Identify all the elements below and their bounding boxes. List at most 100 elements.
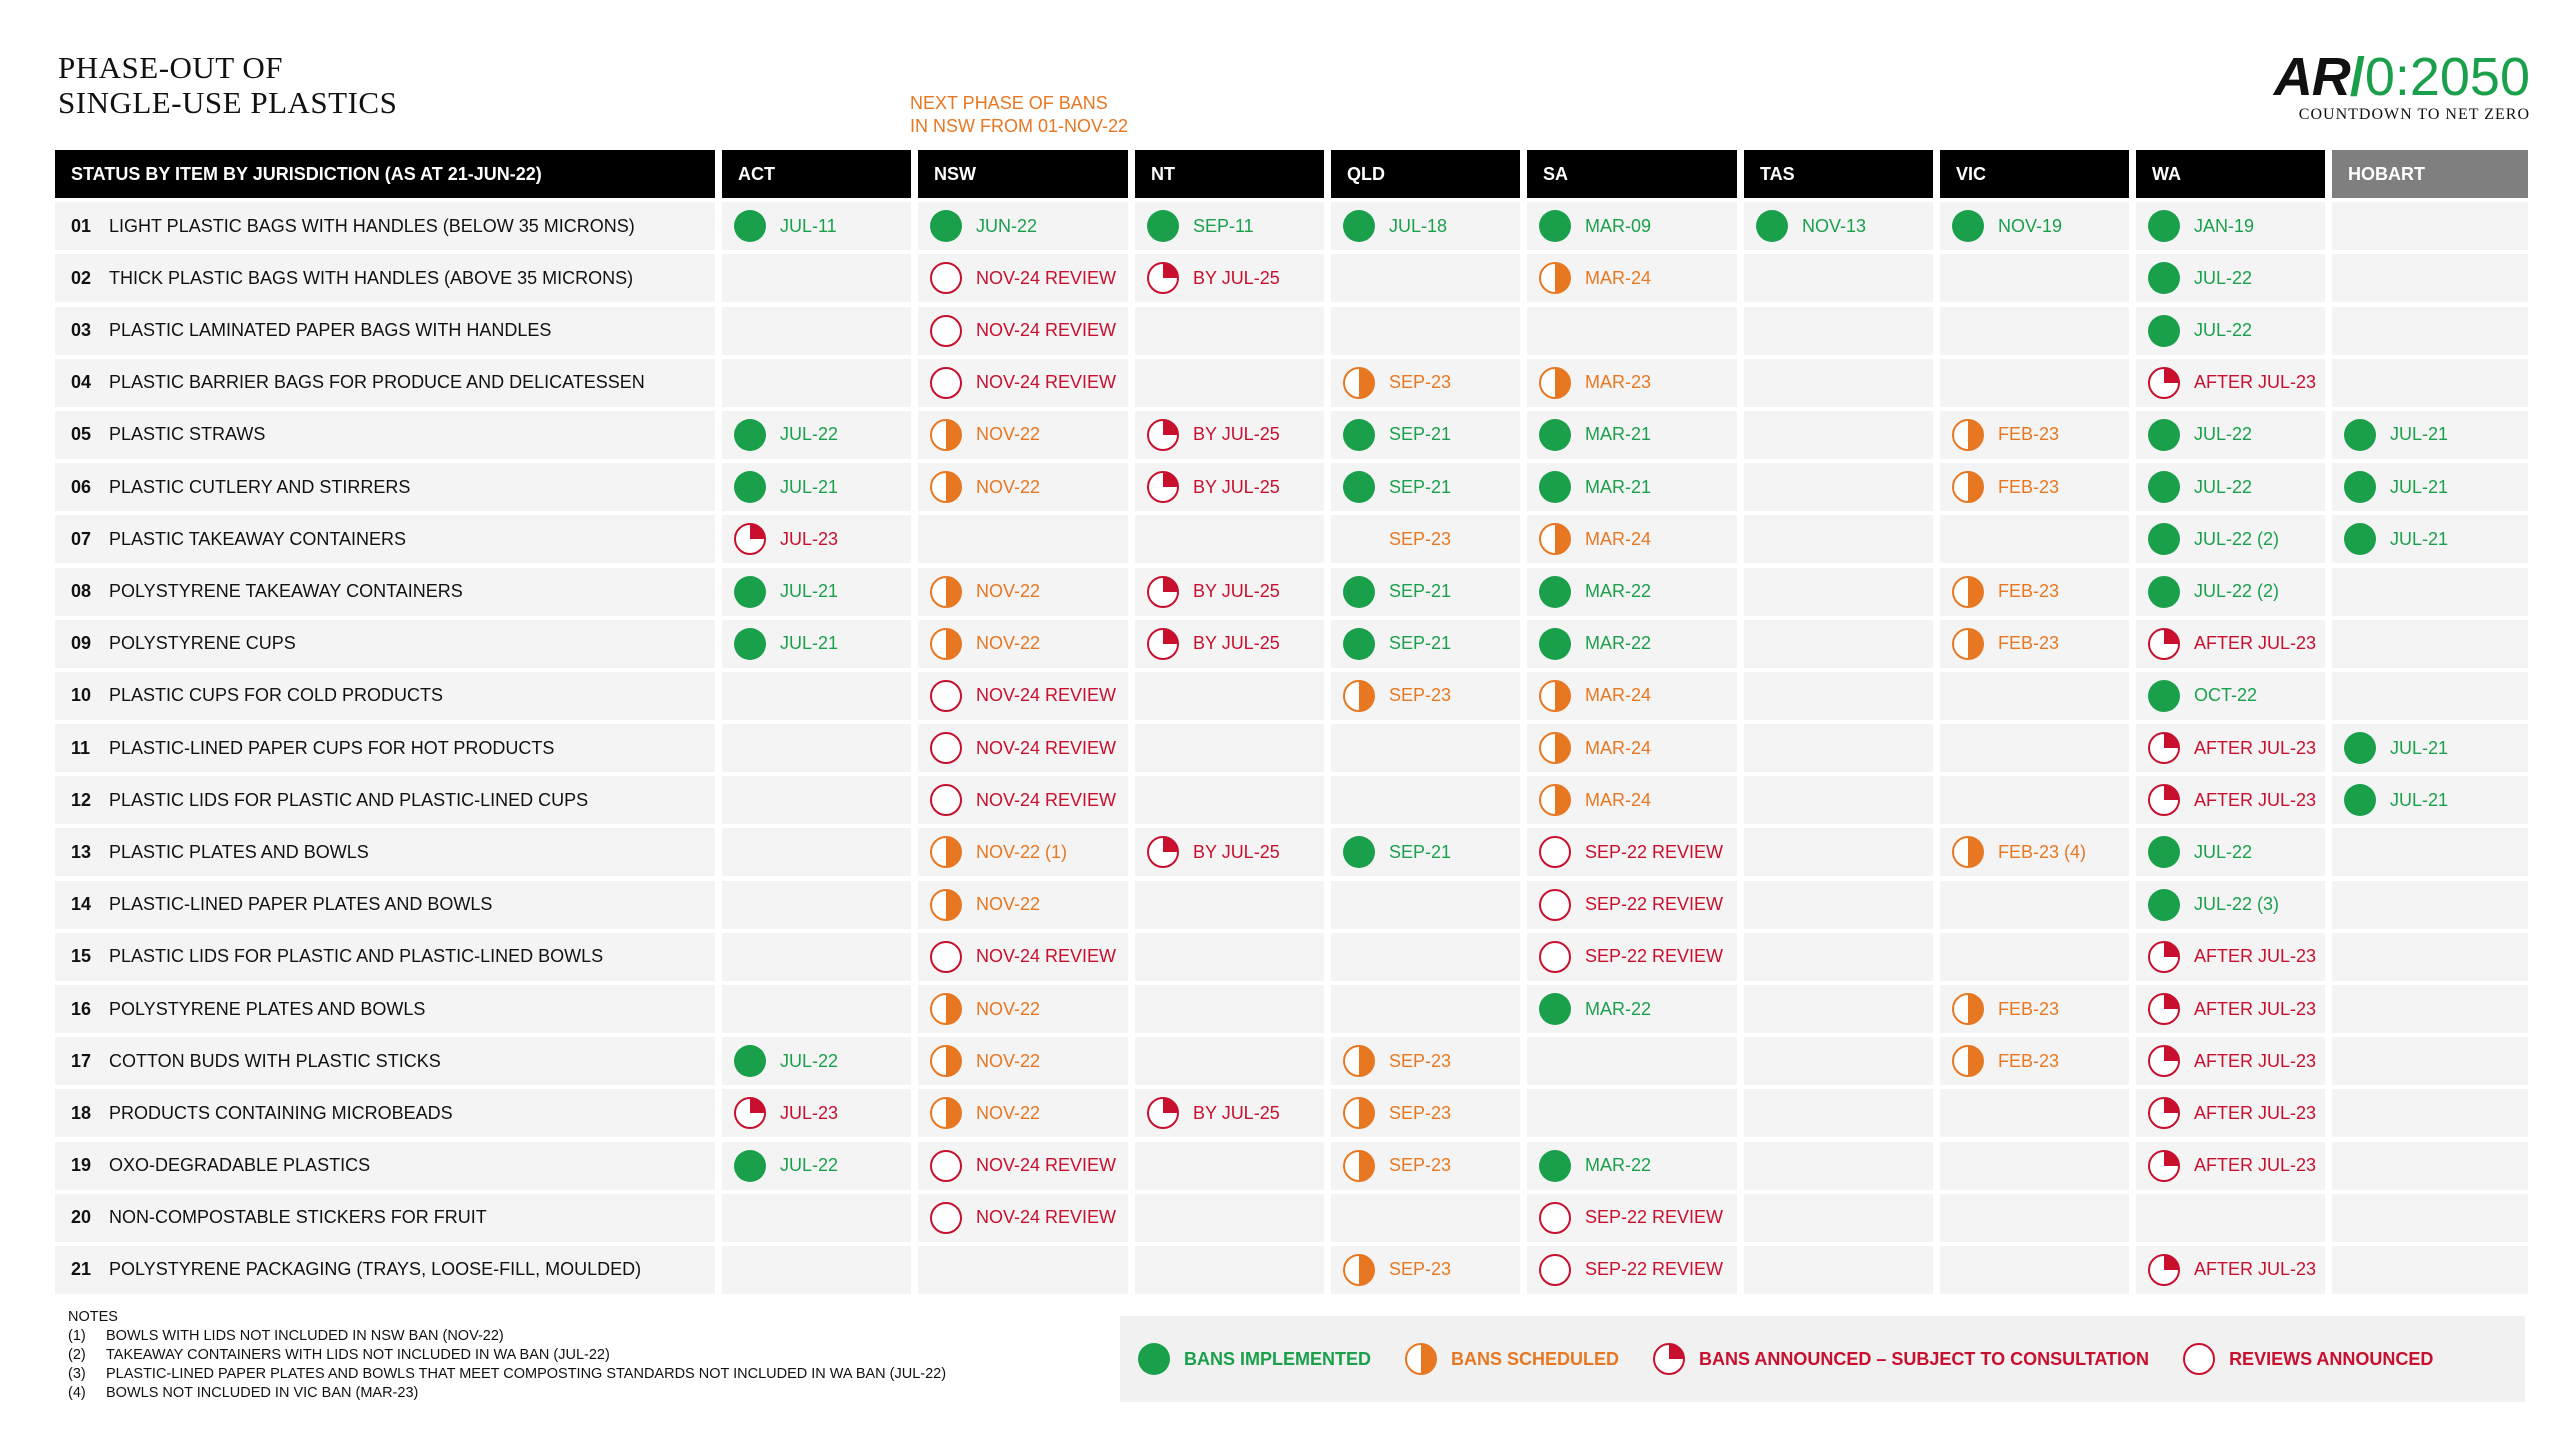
implemented-status-icon xyxy=(1952,210,1984,243)
status-cell-hobart: JUL-21 xyxy=(2332,776,2528,825)
status-cell-tas xyxy=(1744,254,1933,303)
notes-heading: NOTES xyxy=(68,1309,118,1325)
status-date: JUL-22 xyxy=(2194,841,2253,862)
logo-mark: AR/0:2050 xyxy=(2230,48,2530,106)
status-date: BY JUL-25 xyxy=(1193,581,1280,601)
status-cell-hobart xyxy=(2332,1037,2528,1086)
announced-status-icon xyxy=(2148,627,2180,660)
legend-label: BANS ANNOUNCED – SUBJECT TO CONSULTATION xyxy=(1699,1348,2150,1369)
status-date: BY JUL-25 xyxy=(1193,1102,1280,1123)
status-cell-act: JUL-21 xyxy=(722,567,911,616)
header-nsw: NSW xyxy=(918,150,1128,198)
item-number: 05 xyxy=(71,424,92,445)
status-date: JUL-21 xyxy=(780,476,839,497)
item-cell: 11 PLASTIC-LINED PAPER CUPS FOR HOT PRODU… xyxy=(55,724,715,773)
logo-ar: AR xyxy=(2273,47,2351,107)
status-date: MAR-21 xyxy=(1585,476,1652,497)
status-date: SEP-23 xyxy=(1389,1102,1452,1123)
item-cell: 15 PLASTIC LIDS FOR PLASTIC AND PLASTIC-L… xyxy=(55,932,715,981)
implemented-status-icon xyxy=(1539,575,1571,608)
next-phase-note: NEXT PHASE OF BANS IN NSW FROM 01-NOV-22 xyxy=(910,93,1129,136)
implemented-status-icon xyxy=(1343,210,1375,243)
status-cell-nt xyxy=(1135,306,1324,355)
scheduled-status-icon xyxy=(1343,1253,1375,1286)
status-cell-sa: MAR-22 xyxy=(1527,567,1737,616)
scheduled-status-icon xyxy=(1952,993,1984,1025)
status-cell-sa: MAR-21 xyxy=(1527,410,1737,459)
item-name: COTTON BUDS WITH PLASTIC STICKS xyxy=(109,1050,441,1071)
status-cell-nsw: NOV-24 REVIEW xyxy=(918,306,1128,355)
status-cell-nt: BY JUL-25 xyxy=(1135,619,1324,668)
item-name: PLASTIC-LINED PAPER CUPS FOR HOT PRODUCT… xyxy=(109,737,555,758)
status-cell-hobart: JUL-21 xyxy=(2332,463,2528,512)
implemented-status-icon xyxy=(1756,210,1788,243)
item-name: PLASTIC CUPS FOR COLD PRODUCTS xyxy=(109,685,444,706)
status-cell-nsw: NOV-22 xyxy=(918,1037,1128,1086)
scheduled-status-icon xyxy=(930,471,962,504)
status-cell-act xyxy=(722,306,911,355)
status-date: MAR-22 xyxy=(1585,998,1652,1019)
item-number: 03 xyxy=(71,320,92,341)
status-cell-vic: FEB-23 xyxy=(1940,985,2129,1033)
item-cell: 05 PLASTIC STRAWS xyxy=(55,410,715,459)
status-cell-qld xyxy=(1331,306,1520,355)
status-cell-qld: SEP-21 xyxy=(1331,567,1520,616)
status-cell-hobart xyxy=(2332,619,2528,668)
status-cell-wa: JUL-22 xyxy=(2136,463,2325,512)
status-cell-vic xyxy=(1940,932,2129,981)
status-date: NOV-22 xyxy=(976,424,1041,445)
item-cell: 20 NON-COMPOSTABLE STICKERS FOR FRUIT xyxy=(55,1193,715,1242)
status-cell-hobart xyxy=(2332,202,2528,251)
implemented-status-icon xyxy=(1539,627,1571,660)
status-cell-tas: NOV-13 xyxy=(1744,202,1933,251)
item-number: 18 xyxy=(71,1102,92,1123)
status-cell-vic xyxy=(1940,515,2129,564)
implemented-status-icon xyxy=(1147,210,1179,243)
item-name: POLYSTYRENE CUPS xyxy=(109,633,296,654)
status-date: NOV-22 (1) xyxy=(976,841,1068,862)
status-cell-hobart xyxy=(2332,1193,2528,1242)
status-cell-nt xyxy=(1135,932,1324,981)
item-number: 21 xyxy=(71,1259,92,1280)
status-cell-wa xyxy=(2136,1193,2325,1242)
status-cell-hobart xyxy=(2332,985,2528,1033)
status-cell-vic: FEB-23 xyxy=(1940,619,2129,668)
scheduled-status-icon xyxy=(1539,732,1571,765)
status-cell-sa xyxy=(1527,1089,1737,1138)
note-item: (4) BOWLS NOT INCLUDED IN VIC BAN (MAR-23… xyxy=(68,1384,946,1403)
status-cell-act: JUL-21 xyxy=(722,463,911,512)
status-cell-act xyxy=(722,1245,911,1294)
scheduled-status-icon xyxy=(930,627,962,660)
status-cell-hobart xyxy=(2332,671,2528,720)
status-date: JUL-18 xyxy=(1389,215,1448,236)
announced-status-icon xyxy=(1147,262,1179,295)
status-cell-qld: SEP-23 xyxy=(1331,515,1520,564)
scheduled-legend-icon xyxy=(1405,1343,1438,1375)
legend: BANS IMPLEMENTED BANS SCHEDULED BANS ANNOU… xyxy=(1120,1316,2525,1402)
status-date: SEP-11 xyxy=(1193,215,1254,236)
status-date: JUL-21 xyxy=(2390,424,2449,445)
review-status-icon xyxy=(930,366,962,399)
announced-legend-icon xyxy=(1653,1343,1686,1375)
review-status-icon xyxy=(1539,1201,1571,1234)
announced-status-icon xyxy=(1147,471,1179,504)
item-cell: 17 COTTON BUDS WITH PLASTIC STICKS xyxy=(55,1037,715,1086)
status-date: SEP-22 REVIEW xyxy=(1585,946,1724,967)
status-cell-tas xyxy=(1744,1089,1933,1138)
announced-status-icon xyxy=(1147,575,1179,608)
item-number: 01 xyxy=(71,215,92,236)
item-cell: 10 PLASTIC CUPS FOR COLD PRODUCTS xyxy=(55,671,715,720)
scheduled-status-icon xyxy=(930,575,962,608)
status-cell-qld: SEP-21 xyxy=(1331,828,1520,877)
status-cell-wa: JUL-22 (2) xyxy=(2136,567,2325,616)
review-status-icon xyxy=(930,940,962,973)
status-cell-nt xyxy=(1135,724,1324,773)
title-line-1: PHASE-OUT OF xyxy=(58,50,284,85)
status-cell-nsw: NOV-22 xyxy=(918,567,1128,616)
status-cell-nt: SEP-11 xyxy=(1135,202,1324,251)
status-date: JUL-22 (2) xyxy=(2194,528,2280,549)
implemented-status-icon xyxy=(734,471,766,504)
legend-item-announced: BANS ANNOUNCED – SUBJECT TO CONSULTATION xyxy=(1653,1343,2149,1375)
status-cell-nt xyxy=(1135,1037,1324,1086)
logo-number: 0:2050 xyxy=(2364,47,2530,107)
